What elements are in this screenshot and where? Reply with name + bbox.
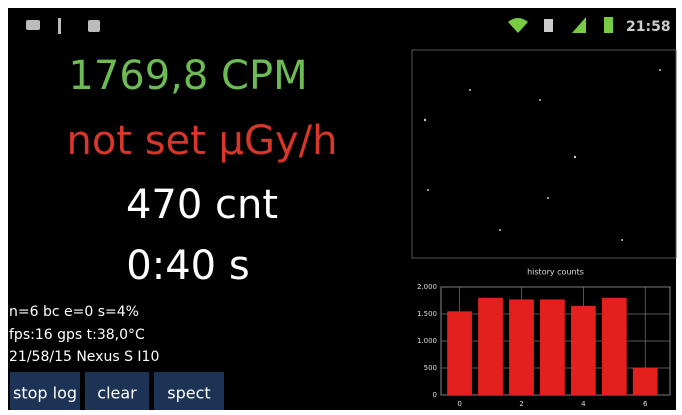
x-tick-label: 0 xyxy=(457,400,461,408)
button-label[interactable]: clear xyxy=(97,384,137,403)
hit-display xyxy=(412,50,676,258)
bar xyxy=(633,368,658,395)
screen: 21:58 1769,8 CPM not set µGy/h 470 cnt 0… xyxy=(0,0,682,415)
bar xyxy=(447,311,472,395)
time-reading: 0:40 s xyxy=(126,243,249,289)
cpm-reading: 1769,8 CPM xyxy=(68,53,307,99)
button-label[interactable]: stop log xyxy=(13,384,77,403)
y-tick-label: 2.000 xyxy=(417,283,437,291)
bar xyxy=(509,299,534,395)
y-tick-label: 1.000 xyxy=(417,337,437,345)
bar xyxy=(478,298,503,395)
bar xyxy=(571,306,596,395)
bar xyxy=(540,299,565,395)
chart-title: history counts xyxy=(527,268,584,277)
info-line: n=6 bc e=0 s=4% xyxy=(9,304,139,320)
page: 21:58 1769,8 CPM not set µGy/h 470 cnt 0… xyxy=(0,0,682,415)
x-tick-label: 2 xyxy=(519,400,523,408)
y-tick-label: 500 xyxy=(424,364,437,372)
bar xyxy=(602,298,627,395)
y-tick-label: 0 xyxy=(433,391,437,399)
y-tick-label: 1.500 xyxy=(417,310,437,318)
info-line: 21/58/15 Nexus S I10 xyxy=(9,349,159,365)
count-reading: 470 cnt xyxy=(126,182,278,228)
info-line: fps:16 gps t:38,0°C xyxy=(9,327,145,343)
dose-reading: not set µGy/h xyxy=(66,118,337,164)
button-label[interactable]: spect xyxy=(167,384,210,403)
x-tick-label: 6 xyxy=(643,400,648,408)
clock: 21:58 xyxy=(626,19,671,35)
x-tick-label: 4 xyxy=(581,400,586,408)
